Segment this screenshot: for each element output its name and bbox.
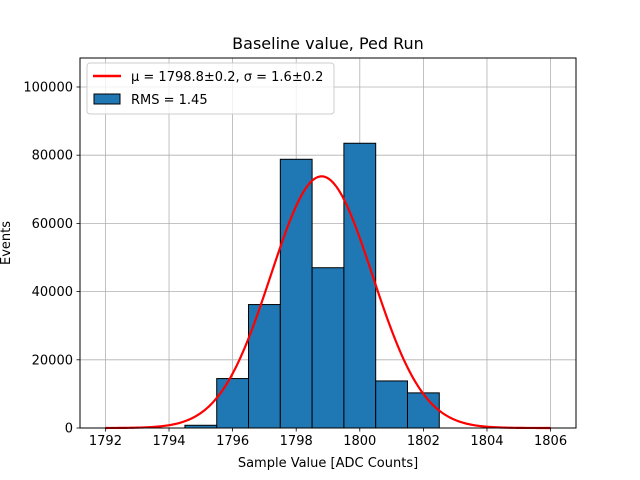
- plot-frame: [79, 57, 577, 429]
- x-tick-label: 1798: [280, 434, 313, 449]
- y-tick-label: 60000: [32, 217, 73, 232]
- legend-histogram-swatch: [93, 93, 121, 105]
- histogram-bar: [343, 142, 377, 429]
- histogram-bar: [216, 378, 250, 429]
- x-axis-label: Sample Value [ADC Counts]: [238, 456, 418, 471]
- legend-box: [86, 62, 335, 115]
- y-axis-ticks: 0 20000 40000 60000 80000 100000: [23, 80, 80, 437]
- gaussian-fit-curve: [105, 175, 551, 430]
- histogram-bar: [279, 158, 313, 429]
- x-tick-label: 1792: [89, 434, 122, 449]
- histogram-bar: [375, 380, 408, 429]
- legend-histogram-label: RMS = 1.45: [131, 93, 208, 108]
- y-tick-label: 0: [65, 422, 73, 437]
- x-tick-label: 1804: [470, 434, 503, 449]
- x-tick-label: 1802: [407, 434, 440, 449]
- x-tick-label: 1800: [343, 434, 376, 449]
- legend-fit-label: μ = 1798.8±0.2, σ = 1.6±0.2: [131, 70, 323, 85]
- y-tick-label: 20000: [32, 353, 73, 368]
- x-axis-ticks: 1792 1794 1796 1798 1800 1802 1804 1806: [89, 428, 567, 449]
- x-tick-label: 1806: [534, 434, 567, 449]
- histogram-bar: [406, 392, 440, 429]
- x-tick-label: 1796: [216, 434, 249, 449]
- chart-title: Baseline value, Ped Run: [232, 34, 424, 53]
- gaussian-fit: [105, 175, 551, 430]
- y-tick-label: 80000: [32, 149, 73, 164]
- legend: μ = 1798.8±0.2, σ = 1.6±0.2 RMS = 1.45: [86, 62, 335, 115]
- x-tick-label: 1794: [152, 434, 185, 449]
- y-tick-label: 40000: [32, 285, 73, 300]
- histogram-bar: [311, 267, 345, 429]
- y-axis-label: Events: [0, 221, 14, 265]
- y-tick-label: 100000: [23, 80, 73, 95]
